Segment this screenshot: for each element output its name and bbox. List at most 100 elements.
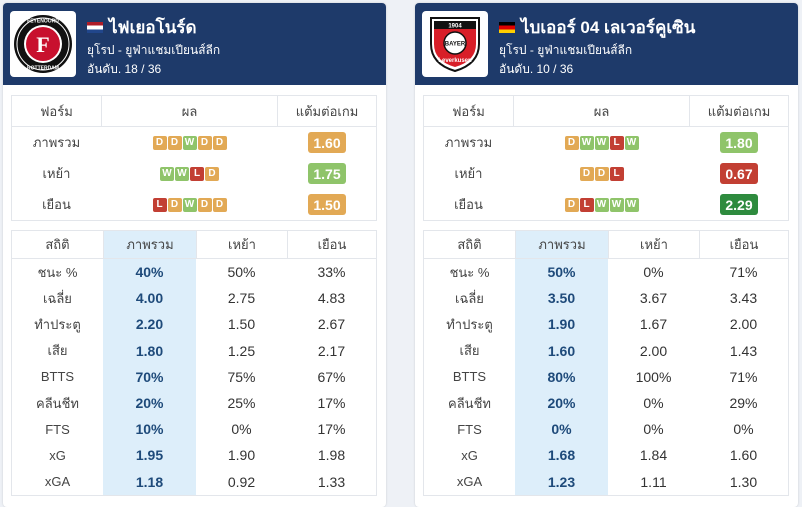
stat-away: 1.98 <box>317 447 346 464</box>
feyenoord-logo[interactable]: F FEYENOORD ROTTERDAM <box>10 11 76 77</box>
stats-header-stat: สถิติ <box>45 237 70 252</box>
form-row-label: เหย้า <box>42 166 71 181</box>
stat-overall: 1.18 <box>103 468 196 495</box>
stat-overall: 1.80 <box>103 337 196 364</box>
form-result-badge: D <box>212 135 227 150</box>
stat-home: 2.00 <box>639 342 668 359</box>
ppg-badge: 1.60 <box>308 132 346 153</box>
stats-body: ชนะ % 50% 0% 71% เฉลี่ย 3.50 3.67 3.43 ทำประตู 1.… <box>424 259 788 495</box>
ppg-badge: 1.80 <box>720 132 758 153</box>
stat-home: 100% <box>635 368 672 385</box>
stat-away: 29% <box>729 395 758 412</box>
form-header-form: ฟอร์ม <box>40 103 73 119</box>
stats-table-header: สถิติ ภาพรวม เหย้า เยือน <box>12 231 376 259</box>
form-row-label: เยือน <box>454 197 483 212</box>
team-card-home: F FEYENOORD ROTTERDAM ไฟเยอโนร์ด ยุโรป -… <box>3 3 386 507</box>
stat-label: ชนะ % <box>449 264 490 280</box>
league-label[interactable]: ยุโรป - ยูฟ่าแชมเปียนส์ลีก <box>499 43 633 57</box>
stats-row: เฉลี่ย 3.50 3.67 3.43 <box>424 285 788 312</box>
form-result-badge: L <box>609 166 624 181</box>
ppg-badge: 2.29 <box>720 194 758 215</box>
stats-row: ชนะ % 50% 0% 71% <box>424 259 788 286</box>
crest-city: Leverkusen <box>438 58 472 64</box>
bayer-leverkusen-logo[interactable]: 1904 BAYER Leverkusen <box>422 11 488 77</box>
stats-body: ชนะ % 40% 50% 33% เฉลี่ย 4.00 2.75 4.83 ทำประตู 2… <box>12 259 376 495</box>
stats-header-home: เหย้า <box>608 231 699 258</box>
stat-home: 0% <box>643 264 664 281</box>
team-name[interactable]: ไฟเยอโนร์ด <box>87 14 197 41</box>
stat-away: 2.00 <box>729 316 758 333</box>
stats-header-overall: ภาพรวม <box>515 231 608 258</box>
stat-home: 25% <box>227 395 256 412</box>
team-name-text: ไฟเยอโนร์ด <box>109 18 197 37</box>
crest-year: 1904 <box>448 24 462 30</box>
stat-home: 1.25 <box>227 342 256 359</box>
stat-overall: 1.23 <box>515 468 608 495</box>
stat-overall: 20% <box>515 389 608 417</box>
stats-header-overall: ภาพรวม <box>103 231 196 258</box>
stats-row: ทำประตู 1.90 1.67 2.00 <box>424 311 788 338</box>
team-header: 1904 BAYER Leverkusen ไบเออร์ 04 เลเวอร์… <box>415 3 798 85</box>
stat-home: 1.90 <box>227 447 256 464</box>
stat-away: 2.17 <box>317 342 346 359</box>
stat-label: FTS <box>45 421 70 437</box>
ppg-badge: 1.75 <box>308 163 346 184</box>
form-result-badge: D <box>212 197 227 212</box>
stats-row: FTS 0% 0% 0% <box>424 416 788 443</box>
stat-overall: 2.20 <box>103 311 196 338</box>
ppg-badge: 0.67 <box>720 163 758 184</box>
stats-row: xG 1.68 1.84 1.60 <box>424 442 788 469</box>
netherlands-flag-icon <box>87 22 103 33</box>
form-result-badge: W <box>594 197 609 212</box>
stats-table-header: สถิติ ภาพรวม เหย้า เยือน <box>424 231 788 259</box>
ppg-badge: 1.50 <box>308 194 346 215</box>
stat-away: 33% <box>317 264 346 281</box>
league-label[interactable]: ยุโรป - ยูฟ่าแชมเปียนส์ลีก <box>87 43 221 57</box>
form-row-label: ภาพรวม <box>444 135 493 150</box>
form-row-label: เยือน <box>42 197 71 212</box>
stat-away: 71% <box>729 264 758 281</box>
crest-center: BAYER <box>445 42 466 48</box>
rank-label: อันดับ. 10 / 36 <box>499 62 574 76</box>
stat-label: FTS <box>457 421 482 437</box>
stat-label: คลีนชีท <box>448 395 491 411</box>
form-result-badge: D <box>564 197 579 212</box>
stat-overall: 70% <box>103 363 196 390</box>
stat-label: เฉลี่ย <box>455 290 484 306</box>
stat-label: xG <box>461 447 478 463</box>
stat-overall: 4.00 <box>103 285 196 312</box>
stats-header-away: เยือน <box>287 231 376 258</box>
stat-away: 71% <box>729 368 758 385</box>
team-name[interactable]: ไบเออร์ 04 เลเวอร์คูเซิน <box>499 14 695 41</box>
stat-away: 17% <box>317 421 346 438</box>
form-result-badge: W <box>182 135 197 150</box>
stat-label: เสีย <box>459 343 480 359</box>
team-name-text: ไบเออร์ 04 เลเวอร์คูเซิน <box>521 18 696 37</box>
crest-text-top: FEYENOORD <box>27 19 59 25</box>
form-result-badge: D <box>197 135 212 150</box>
stat-home: 1.84 <box>639 447 668 464</box>
stat-overall: 1.60 <box>515 337 608 364</box>
stat-away: 0% <box>733 421 754 438</box>
stats-row: เฉลี่ย 4.00 2.75 4.83 <box>12 285 376 312</box>
stat-label: ทำประตู <box>446 316 493 332</box>
stats-row: คลีนชีท 20% 0% 29% <box>424 389 788 417</box>
germany-flag-icon <box>499 22 515 33</box>
form-result-badge: D <box>167 197 182 212</box>
form-table-header: ฟอร์ม ผล แต้มต่อเกม <box>12 96 376 127</box>
stat-home: 0.92 <box>227 473 256 490</box>
stat-home: 0% <box>231 421 252 438</box>
form-table-header: ฟอร์ม ผล แต้มต่อเกม <box>424 96 788 127</box>
stat-overall: 1.68 <box>515 442 608 469</box>
stats-header-stat: สถิติ <box>457 237 482 252</box>
